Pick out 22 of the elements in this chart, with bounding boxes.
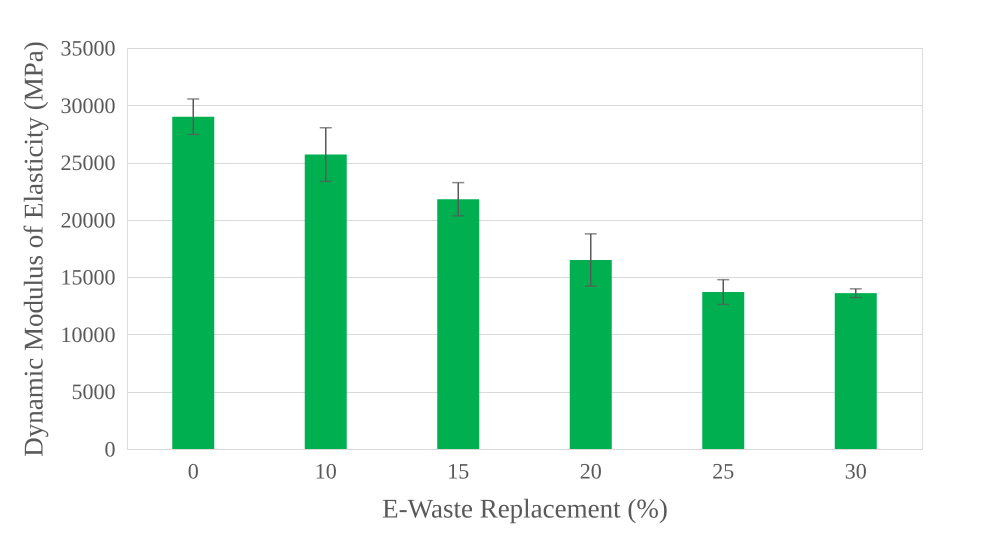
y-tick-label: 0 bbox=[104, 436, 116, 462]
bar bbox=[702, 292, 744, 449]
y-tick-label: 5000 bbox=[72, 379, 116, 404]
y-tick-label: 30000 bbox=[60, 92, 116, 118]
y-tick-label: 35000 bbox=[60, 36, 116, 60]
y-tick-label: 15000 bbox=[60, 264, 116, 290]
y-tick-label: 20000 bbox=[60, 207, 116, 232]
y-axis-title: Dynamic Modulus of Elasticity (MPa) bbox=[18, 41, 48, 457]
x-tick-label: 20 bbox=[580, 458, 602, 484]
x-tick-label: 10 bbox=[314, 458, 337, 484]
bar bbox=[304, 154, 347, 449]
x-tick-label: 30 bbox=[844, 458, 867, 484]
x-tick-label: 0 bbox=[188, 458, 199, 484]
y-tick-label: 10000 bbox=[60, 322, 116, 347]
x-axis-title: E-Waste Replacement (%) bbox=[382, 494, 668, 524]
y-tick-label: 25000 bbox=[60, 150, 116, 176]
x-tick-label: 15 bbox=[447, 458, 470, 484]
bar bbox=[437, 199, 480, 449]
x-tick-label: 25 bbox=[712, 458, 734, 484]
bar bbox=[570, 260, 612, 449]
bar bbox=[172, 116, 214, 449]
bar bbox=[834, 293, 877, 449]
